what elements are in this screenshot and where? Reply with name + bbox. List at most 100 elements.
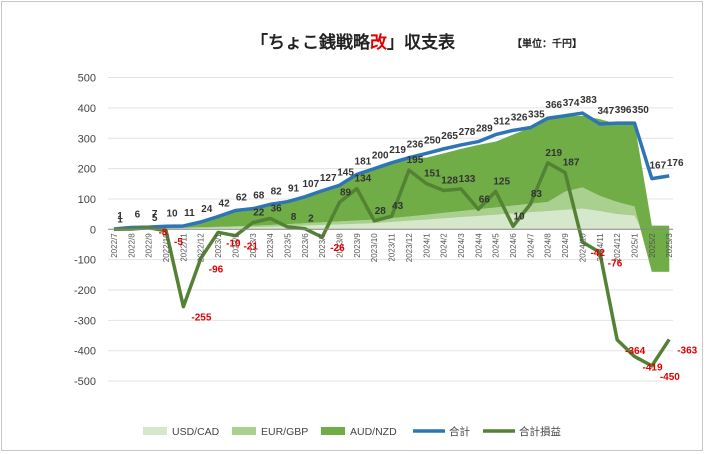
x-tick-label: 2023/9	[353, 233, 362, 258]
total-data-label: 200	[372, 151, 389, 162]
pl-data-label: 128	[441, 175, 458, 186]
x-tick-label: 2023/4	[266, 233, 275, 258]
pl-data-label: 1	[117, 214, 123, 225]
legend-swatch-1	[232, 427, 256, 435]
pl-data-label: 22	[253, 208, 265, 219]
x-tick-label: 2024/9	[561, 233, 570, 258]
pl-data-label: -10	[226, 238, 241, 249]
legend-label-3: 合計	[449, 425, 470, 438]
x-tick-label: 2023/6	[301, 233, 310, 258]
total-data-label: 1	[117, 211, 123, 222]
y-tick-label: 200	[78, 164, 96, 176]
x-tick-label: 2023/2	[231, 233, 240, 258]
pl-data-label: 8	[291, 212, 297, 223]
total-data-label: 219	[389, 145, 406, 156]
pl-data-label: -8	[159, 227, 168, 238]
y-tick-label: 300	[78, 133, 96, 145]
y-tick-label: -100	[74, 255, 96, 267]
legend-label-1: EUR/GBP	[261, 426, 308, 438]
legend-label-0: USD/CAD	[172, 426, 220, 438]
legend-label-2: AUD/NZD	[350, 426, 397, 438]
total-data-label: 68	[253, 191, 265, 202]
pl-data-label: -26	[330, 243, 345, 254]
total-data-label: 167	[650, 161, 667, 172]
x-tick-label: 2022/11	[179, 233, 188, 262]
total-data-label: 278	[459, 127, 476, 138]
total-data-label: 6	[135, 209, 141, 220]
y-tick-label: 0	[90, 224, 96, 236]
total-data-label: 24	[201, 204, 213, 215]
y-tick-label: 100	[78, 194, 96, 206]
x-tick-label: 2024/1	[422, 233, 431, 258]
pl-data-label: 66	[479, 194, 491, 205]
pl-data-label: 219	[545, 148, 562, 159]
total-data-label: 82	[271, 186, 283, 197]
x-tick-label: 2023/7	[318, 233, 327, 258]
x-tick-label: 2022/9	[145, 233, 154, 258]
x-tick-label: 2024/12	[613, 233, 622, 262]
area-aud_nzd	[114, 115, 670, 272]
total-data-label: 383	[580, 95, 597, 106]
line-pl	[113, 161, 671, 368]
total-data-label: 335	[528, 110, 545, 121]
x-tick-label: 2024/10	[578, 233, 587, 262]
pl-data-label: 36	[271, 203, 283, 214]
total-data-label: 366	[545, 100, 562, 111]
total-data-label: 289	[476, 124, 493, 135]
total-data-label: 350	[632, 105, 649, 116]
x-tick-label: 2022/10	[162, 233, 171, 262]
x-tick-label: 2023/8	[336, 233, 345, 258]
pl-data-label: 2	[308, 214, 314, 225]
pl-data-label: 134	[355, 174, 372, 185]
total-data-label: 347	[597, 106, 614, 117]
pl-data-label: -364	[625, 346, 645, 357]
x-tick-label: 2025/1	[631, 233, 640, 258]
total-data-label: 176	[667, 158, 684, 169]
total-data-label: 374	[563, 98, 580, 109]
pl-data-label: 28	[375, 206, 387, 217]
y-tick-label: -200	[74, 285, 96, 297]
total-data-label: 326	[511, 112, 528, 123]
pl-data-label: 195	[407, 155, 424, 166]
pl-data-label: 133	[459, 174, 476, 185]
x-tick-label: 2024/4	[474, 233, 483, 258]
pl-data-label: -42	[590, 248, 605, 259]
x-tick-label: 2024/5	[492, 233, 501, 258]
area-usd_cad	[114, 208, 670, 251]
total-data-label: 62	[236, 192, 248, 203]
x-tick-label: 2024/8	[544, 233, 553, 258]
pl-data-label: 83	[531, 189, 543, 200]
pl-data-label: -5	[174, 237, 183, 248]
pl-data-label: -76	[608, 258, 623, 269]
x-tick-label: 2022/7	[110, 233, 119, 258]
legend: USD/CAD EUR/GBP AUD/NZD 合計 合計損益	[143, 425, 561, 438]
pl-data-label: -96	[209, 264, 224, 275]
y-tick-label: -400	[74, 346, 96, 358]
title-accent: 改	[370, 33, 387, 53]
total-data-label: 107	[303, 179, 320, 190]
total-data-label: 42	[219, 199, 231, 210]
total-data-label: 250	[424, 135, 441, 146]
x-tick-label: 2023/10	[370, 233, 379, 262]
pl-data-label: -21	[243, 242, 258, 253]
total-data-label: 265	[441, 131, 458, 142]
x-tick-label: 2023/12	[405, 233, 414, 262]
chart-title: 「ちょこ銭戦略改」収支表	[0, 28, 706, 53]
y-tick-label: -500	[74, 376, 96, 388]
pl-data-label: 89	[340, 187, 352, 198]
total-data-label: 91	[288, 184, 300, 195]
pl-data-label: 187	[563, 158, 580, 169]
x-tick-label: 2024/2	[440, 233, 449, 258]
pl-data-label: -255	[191, 313, 211, 324]
total-data-label: 10	[166, 208, 178, 219]
x-tick-label: 2025/3	[665, 233, 674, 258]
total-data-label: 181	[355, 156, 372, 167]
y-tick-label: 400	[78, 103, 96, 115]
pl-data-label: 125	[493, 176, 510, 187]
legend-swatch-0	[143, 427, 167, 435]
x-tick-label: 2025/2	[648, 233, 657, 258]
line-series	[113, 111, 671, 368]
x-tick-label: 2024/11	[596, 233, 605, 262]
